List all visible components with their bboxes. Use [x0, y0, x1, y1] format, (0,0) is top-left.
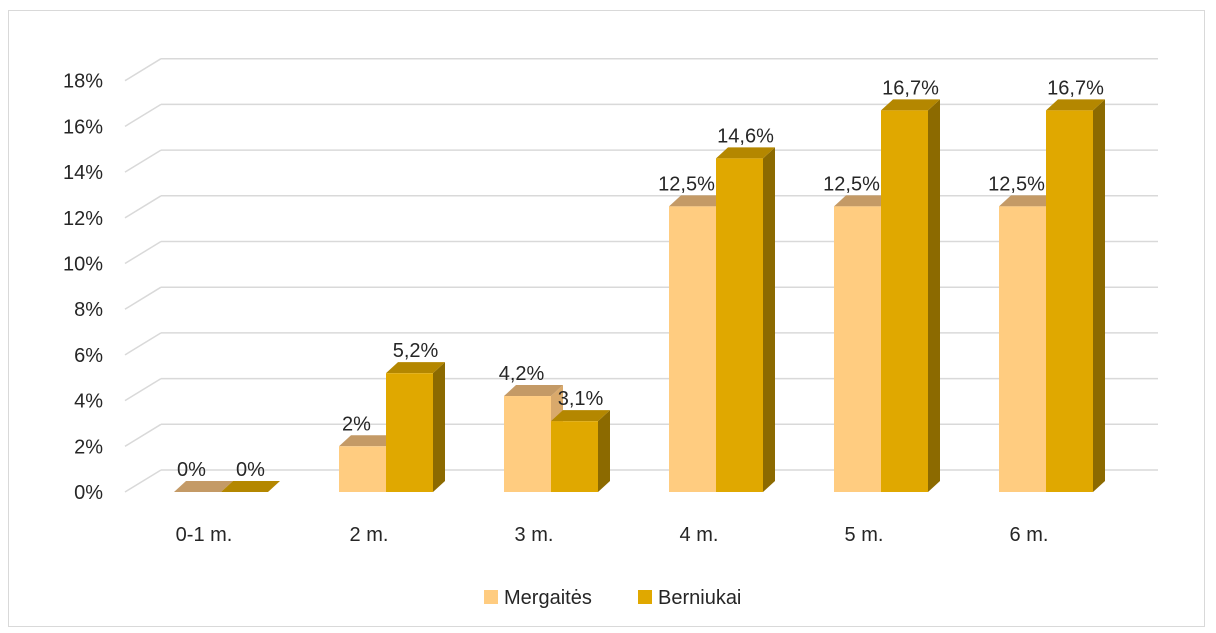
data-label: 2% — [342, 413, 371, 435]
bar — [716, 158, 763, 492]
gridline-depth — [124, 195, 162, 219]
data-label: 0% — [177, 459, 206, 481]
x-category-label: 2 m. — [350, 524, 389, 546]
legend-label: Mergaitės — [504, 587, 592, 609]
data-label: 4,2% — [499, 363, 545, 385]
x-category-label: 3 m. — [515, 524, 554, 546]
bar — [504, 396, 551, 492]
data-labels-layer: 0% 0% 2% 5,2% 4,2% 3,1% 12,5% 14,6% 12,5% 16,7% 12… — [177, 77, 1104, 481]
bar-top — [174, 481, 233, 492]
grid-layer — [124, 57, 1158, 493]
y-tick-label: 2% — [74, 436, 103, 458]
bar-top — [339, 435, 398, 447]
bar — [386, 373, 433, 492]
bar-top — [551, 410, 610, 422]
y-tick-label: 8% — [74, 299, 103, 321]
bar — [551, 421, 598, 492]
bar-top — [999, 195, 1058, 207]
gridline-depth — [124, 240, 162, 265]
bar-top — [221, 481, 280, 492]
data-label: 0% — [236, 459, 265, 481]
data-label: 12,5% — [658, 173, 715, 195]
y-tick-label: 4% — [74, 391, 103, 413]
bar-top — [504, 385, 563, 397]
data-label: 3,1% — [558, 388, 604, 410]
y-tick-label: 16% — [63, 116, 103, 138]
bar-side — [1093, 99, 1105, 492]
gridline-depth — [124, 58, 162, 82]
bar-top — [716, 147, 775, 159]
gridline-depth — [124, 149, 162, 173]
y-tick-label: 6% — [74, 345, 103, 367]
data-label: 14,6% — [717, 125, 774, 147]
bar — [999, 206, 1046, 492]
y-axis-ticks: 0% 2% 4% 6% 8% 10% 12% 14% 16% 18% — [63, 71, 103, 504]
bar-side — [598, 410, 610, 492]
y-tick-label: 12% — [63, 208, 103, 230]
data-label: 16,7% — [1047, 77, 1104, 99]
bar-top — [669, 195, 728, 207]
bar — [339, 446, 386, 492]
bars-layer — [174, 99, 1105, 492]
data-label: 12,5% — [823, 173, 880, 195]
bar-side — [763, 147, 775, 492]
data-label: 16,7% — [882, 77, 939, 99]
y-tick-label: 10% — [63, 254, 103, 276]
bar-side — [433, 362, 445, 492]
x-category-label: 6 m. — [1010, 524, 1049, 546]
gridline-depth — [124, 377, 162, 402]
data-label: 5,2% — [393, 340, 439, 362]
legend-swatch — [638, 590, 652, 604]
gridline-depth — [124, 286, 162, 310]
bar — [834, 206, 881, 492]
gridline-depth — [124, 103, 162, 128]
data-label: 12,5% — [988, 173, 1045, 195]
x-category-label: 0-1 m. — [176, 524, 233, 546]
bar-side — [928, 99, 940, 492]
bar — [881, 110, 928, 492]
legend-label: Berniukai — [658, 587, 741, 609]
bar — [1046, 110, 1093, 492]
bar-top — [881, 99, 940, 111]
bar-top — [1046, 99, 1105, 111]
bar-top — [834, 195, 893, 207]
gridline-depth — [124, 332, 162, 356]
x-category-label: 4 m. — [680, 524, 719, 546]
gridline-depth — [124, 469, 162, 493]
y-tick-label: 14% — [63, 162, 103, 184]
bar — [669, 206, 716, 492]
legend-swatch — [484, 590, 498, 604]
x-axis-categories: 0-1 m. 2 m. 3 m. 4 m. 5 m. 6 m. — [176, 524, 1049, 546]
legend: Mergaitės Berniukai — [484, 587, 741, 609]
y-tick-label: 18% — [63, 71, 103, 93]
bar-top — [386, 362, 445, 374]
x-category-label: 5 m. — [845, 524, 884, 546]
y-tick-label: 0% — [74, 482, 103, 504]
gridline-depth — [124, 423, 162, 447]
